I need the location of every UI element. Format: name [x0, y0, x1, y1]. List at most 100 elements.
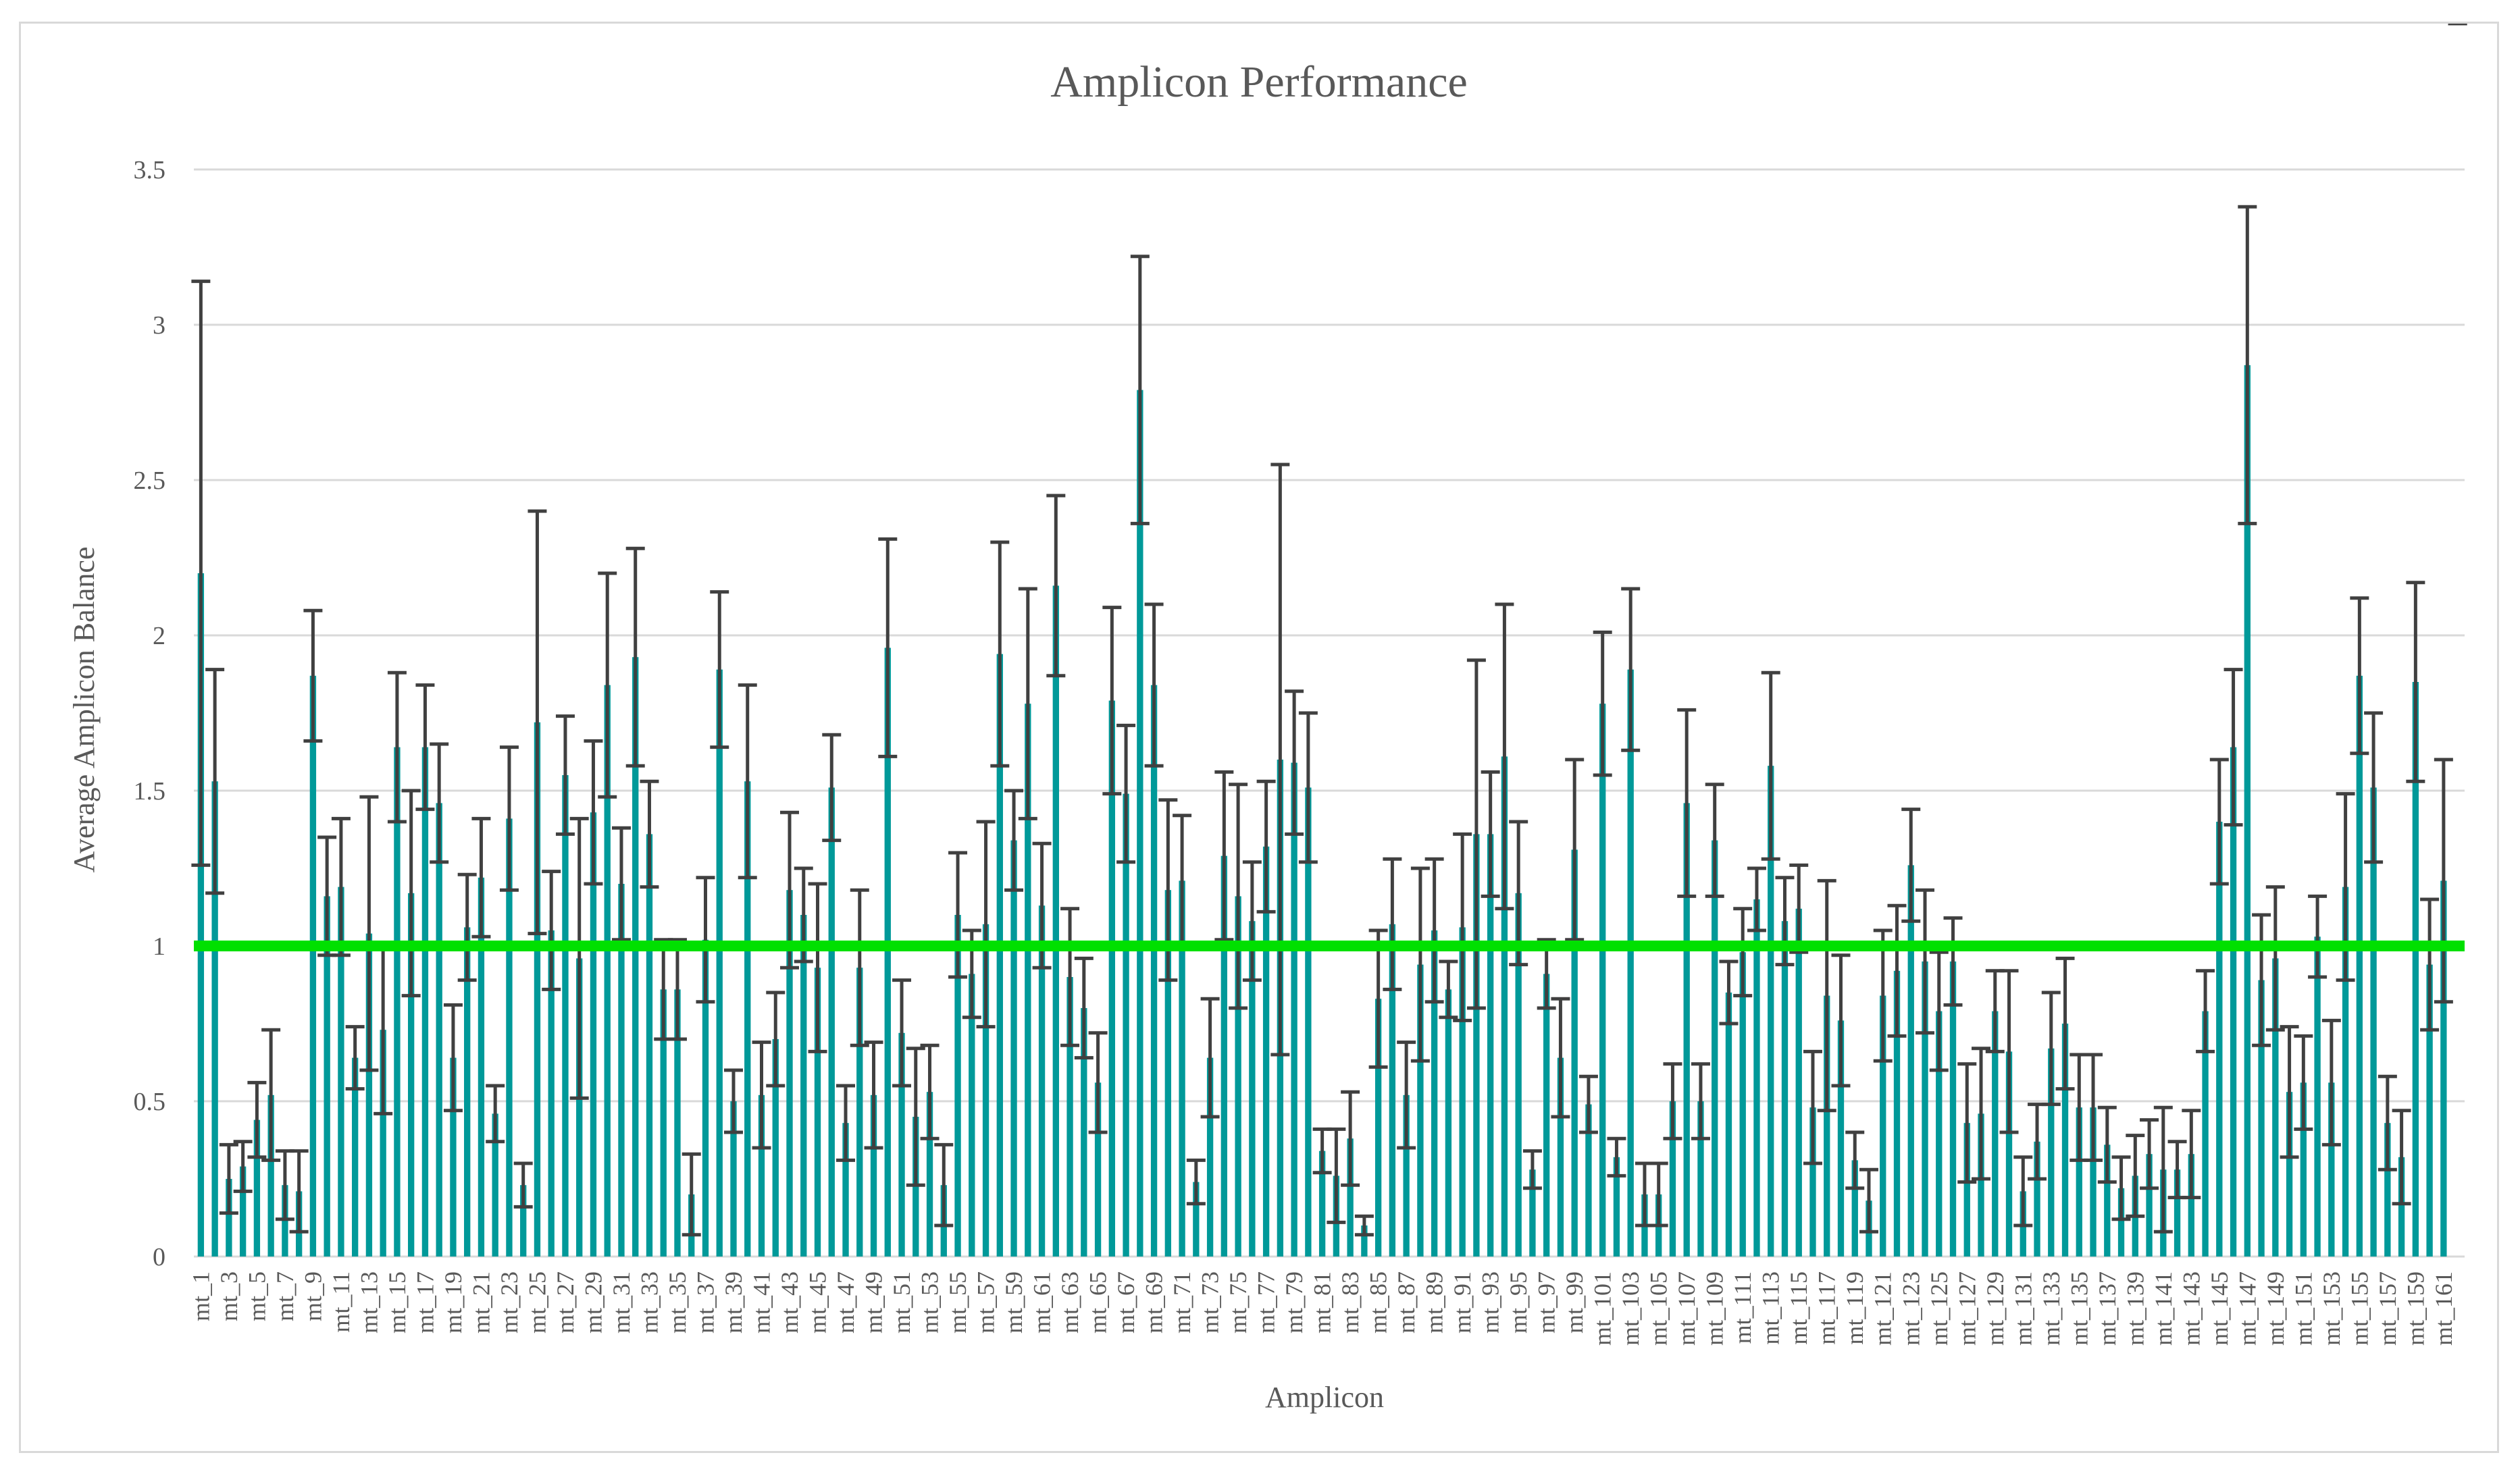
error-bar [1831, 953, 1851, 1088]
error-bar [1957, 1062, 1977, 1184]
bar [2076, 1107, 2082, 1257]
error-bar [1004, 789, 1024, 892]
error-bar [1663, 1062, 1682, 1140]
error-bar [317, 835, 337, 957]
x-tick-label: mt_29 [580, 1271, 607, 1334]
error-bar [1018, 587, 1037, 820]
bar [2314, 936, 2321, 1257]
bar [2005, 1051, 2013, 1257]
x-tick-label: mt_93 [1477, 1271, 1504, 1334]
bar [450, 1057, 457, 1257]
bar [1305, 787, 1312, 1257]
x-tick-label: mt_115 [1785, 1271, 1812, 1345]
error-bar [2097, 1105, 2117, 1184]
error-bar [513, 1161, 533, 1209]
error-bar [934, 1142, 954, 1228]
bar [1262, 846, 1270, 1257]
x-tick-label: mt_7 [272, 1271, 299, 1321]
bar [408, 893, 415, 1257]
error-bar [1803, 1049, 1822, 1165]
bar [2356, 675, 2363, 1257]
x-tick-label: mt_151 [2290, 1271, 2317, 1346]
bar [814, 968, 821, 1257]
bar [2370, 787, 2377, 1257]
x-tick-label: mt_57 [973, 1271, 1000, 1334]
error-bar [990, 540, 1010, 768]
error-bar [2028, 1103, 2047, 1181]
bar [506, 818, 513, 1257]
error-bar [2392, 1109, 2411, 1206]
y-tick-label: 0 [153, 1243, 165, 1271]
bar [1389, 924, 1396, 1257]
error-bar [2406, 581, 2425, 783]
error-bar [471, 816, 491, 939]
bar [2426, 964, 2433, 1257]
x-tick-label: mt_101 [1589, 1271, 1616, 1346]
error-bar [2336, 792, 2355, 982]
bar [800, 915, 807, 1257]
error-bar [710, 590, 729, 749]
bar [324, 896, 330, 1257]
error-bar [2252, 913, 2271, 1047]
bar [1627, 669, 1634, 1257]
chart-title: Amplicon Performance [1050, 57, 1468, 107]
error-bar [2238, 205, 2257, 525]
x-tick-label: mt_79 [1281, 1271, 1308, 1334]
error-bar [1214, 770, 1234, 942]
error-bar [1677, 708, 1697, 898]
error-bar [1719, 959, 1739, 1026]
bar [338, 887, 344, 1257]
error-bar [948, 851, 968, 979]
error-bar [892, 978, 912, 1088]
bar [520, 1185, 527, 1257]
bar [1571, 849, 1578, 1257]
bar [744, 781, 751, 1257]
bar [421, 747, 429, 1257]
bar [1220, 855, 1228, 1257]
x-tick-label: mt_27 [552, 1271, 579, 1334]
error-bar [1578, 1074, 1598, 1134]
x-tick-label: mt_47 [832, 1271, 859, 1334]
error-bar [205, 668, 225, 895]
x-tick-label: mt_119 [1841, 1271, 1868, 1345]
y-tick-label: 3 [153, 311, 165, 340]
bar [2188, 1154, 2194, 1257]
error-bar [359, 795, 379, 1072]
bar [562, 775, 569, 1257]
bar [394, 747, 401, 1257]
error-bar [1522, 1149, 1542, 1190]
error-bar [303, 608, 323, 743]
error-bar [2223, 668, 2243, 827]
x-tick-label: mt_107 [1673, 1271, 1700, 1346]
bar [702, 939, 709, 1257]
x-tick-label: mt_133 [2038, 1271, 2065, 1346]
error-bar [906, 1047, 925, 1187]
x-tick-label: mt_157 [2374, 1271, 2401, 1346]
error-bar [1901, 808, 1921, 923]
bar [632, 657, 639, 1257]
bar [1949, 961, 1957, 1257]
x-tick-label: mt_55 [944, 1271, 971, 1334]
bar [2244, 365, 2251, 1257]
x-tick-label: mt_11 [328, 1271, 355, 1333]
bar [1768, 766, 1774, 1257]
bar [1907, 865, 1914, 1257]
bar [1291, 762, 1297, 1257]
bar [1515, 893, 1522, 1257]
bar [1318, 1151, 1326, 1257]
x-axis-tick-labels: mt_1 mt_3 mt_5 mt_7 mt_9 mt_11 mt_13 mt_15 mt_17… [187, 1271, 2457, 1346]
bar [2202, 1011, 2209, 1257]
x-tick-label: mt_73 [1197, 1271, 1224, 1334]
error-bar [752, 1040, 771, 1150]
error-bar [920, 1043, 940, 1140]
error-bar [1354, 1214, 1374, 1237]
error-bar [1621, 587, 1641, 752]
bar [1880, 995, 1886, 1257]
error-bar [1200, 997, 1220, 1119]
error-bar [1845, 1130, 1865, 1190]
y-tick-label: 2.5 [134, 467, 166, 495]
bar [239, 1166, 247, 1257]
bar [1529, 1169, 1536, 1257]
error-bar [345, 1025, 365, 1091]
error-bar [1649, 1161, 1668, 1228]
